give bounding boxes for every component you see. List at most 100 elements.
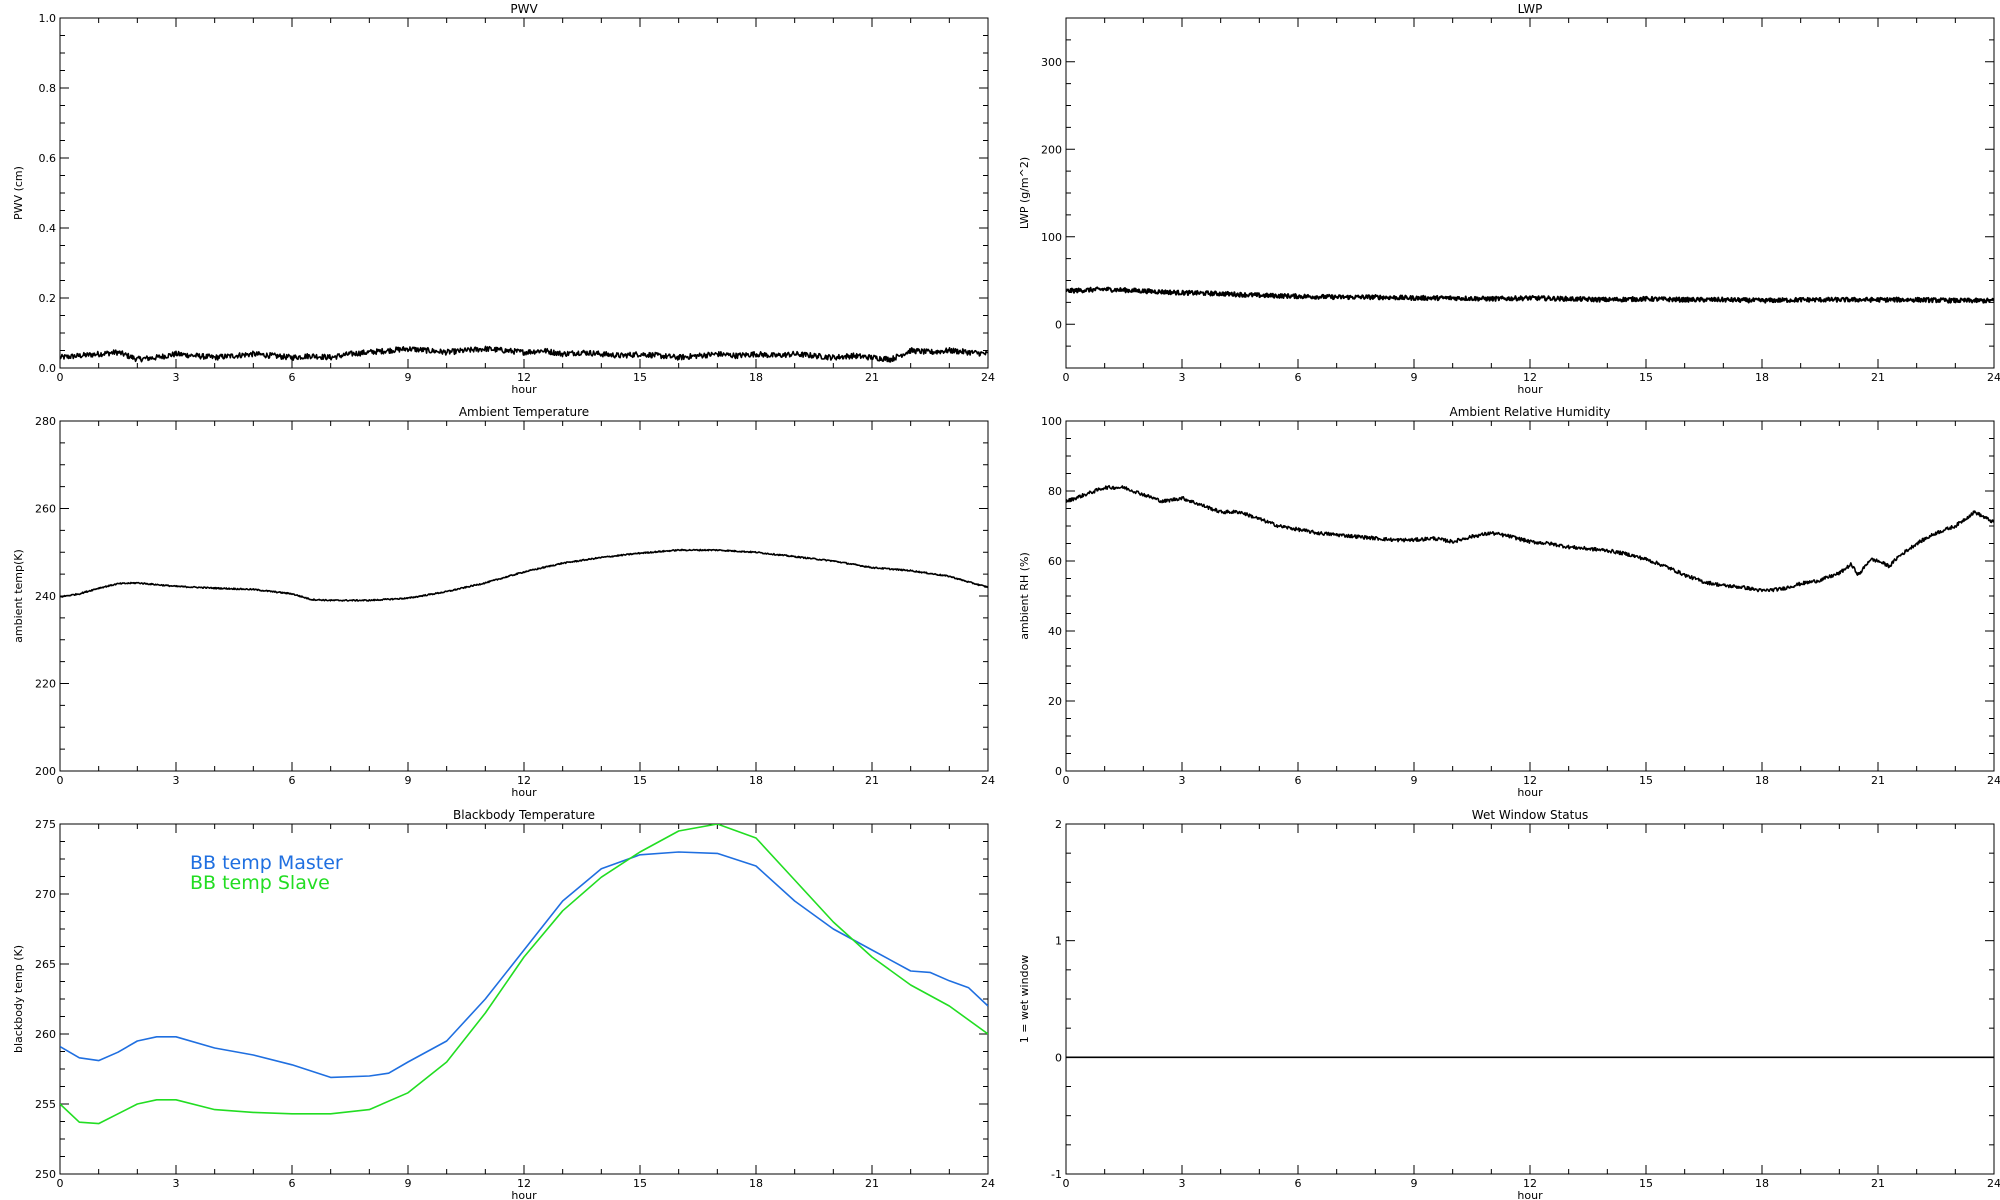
x-tick-label: 0 (1063, 1177, 1070, 1190)
x-tick-label: 12 (1523, 371, 1537, 384)
y-tick-label: 2 (1055, 818, 1062, 831)
x-tick-label: 9 (405, 1177, 412, 1190)
x-axis-label: hour (511, 1189, 537, 1200)
series-line (60, 345, 988, 363)
x-tick-label: 9 (405, 774, 412, 787)
x-tick-label: 3 (173, 371, 180, 384)
x-tick-label: 3 (1179, 1177, 1186, 1190)
y-tick-label: 0 (1055, 1051, 1062, 1064)
plot-frame (59, 420, 989, 772)
y-tick-label: 250 (35, 1168, 56, 1181)
y-tick-label: 20 (1048, 695, 1062, 708)
y-tick-label: 80 (1048, 485, 1062, 498)
x-tick-label: 24 (1987, 371, 2000, 384)
y-tick-label: 0.6 (39, 152, 57, 165)
x-tick-label: 21 (1871, 774, 1885, 787)
chart-panel: PWV 0 3 6 9 12 15 18 21 24 hour 0.0 0.2 0.4 0.6 0.8 1.0 P… (12, 2, 995, 396)
x-axis-label: hour (1517, 786, 1543, 799)
y-tick-label: 240 (35, 590, 56, 603)
y-tick-label: 1 (1055, 935, 1062, 948)
series-line (60, 824, 988, 1125)
chart-panel: Blackbody Temperature 0 3 6 9 12 15 18 21 24 hour 2… (12, 808, 995, 1200)
y-axis-label: 1 = wet window (1018, 955, 1031, 1044)
x-axis-label: hour (1517, 1189, 1543, 1200)
x-tick-label: 9 (1411, 371, 1418, 384)
y-axis-label: blackbody temp (K) (12, 945, 25, 1053)
x-tick-label: 18 (749, 371, 763, 384)
x-tick-label: 18 (749, 774, 763, 787)
x-axis-label: hour (511, 786, 537, 799)
y-tick-label: 280 (35, 415, 56, 428)
chart-title: Blackbody Temperature (453, 808, 595, 822)
y-tick-label: 260 (35, 1028, 56, 1041)
x-tick-label: 6 (289, 371, 296, 384)
y-tick-label: 100 (1041, 415, 1062, 428)
x-tick-label: 21 (865, 371, 879, 384)
x-tick-label: 3 (1179, 371, 1186, 384)
chart-panel: LWP 0 3 6 9 12 15 18 21 24 hour 0 100 200 300 LWP (g/m^… (1018, 2, 2000, 396)
x-tick-label: 3 (1179, 774, 1186, 787)
y-axis-label: ambient RH (%) (1018, 552, 1031, 640)
x-axis-label: hour (1517, 383, 1543, 396)
x-axis-label: hour (511, 383, 537, 396)
x-tick-label: 21 (1871, 371, 1885, 384)
plot-frame (1065, 420, 1995, 772)
x-tick-label: 6 (1295, 371, 1302, 384)
y-tick-label: 265 (35, 958, 56, 971)
y-tick-label: 255 (35, 1098, 56, 1111)
x-tick-label: 24 (1987, 774, 2000, 787)
plot-frame (1065, 823, 1995, 1175)
y-tick-label: 0.8 (39, 82, 57, 95)
plot-frame (59, 17, 989, 369)
y-tick-label: 300 (1041, 56, 1062, 69)
y-tick-label: 220 (35, 678, 56, 691)
x-tick-label: 0 (1063, 774, 1070, 787)
y-tick-label: 0.4 (39, 222, 57, 235)
chart-title: Wet Window Status (1472, 808, 1588, 822)
plot-frame (1065, 17, 1995, 369)
x-tick-label: 24 (981, 371, 995, 384)
y-tick-label: -1 (1051, 1168, 1062, 1181)
x-tick-label: 15 (1639, 371, 1653, 384)
y-tick-label: 0.2 (39, 292, 57, 305)
x-tick-label: 6 (289, 774, 296, 787)
x-tick-label: 9 (1411, 1177, 1418, 1190)
chart-panel: Ambient Relative Humidity 0 3 6 9 12 15 18 21 24 h… (1018, 405, 2000, 799)
x-tick-label: 0 (57, 371, 64, 384)
x-tick-label: 0 (57, 1177, 64, 1190)
series-line (1066, 484, 1994, 593)
x-tick-label: 18 (1755, 774, 1769, 787)
y-tick-label: 270 (35, 888, 56, 901)
x-tick-label: 3 (173, 774, 180, 787)
x-tick-label: 15 (633, 1177, 647, 1190)
x-tick-label: 15 (633, 371, 647, 384)
x-tick-label: 24 (981, 774, 995, 787)
legend-entry: BB temp Slave (190, 872, 330, 894)
y-tick-label: 260 (35, 503, 56, 516)
x-tick-label: 3 (173, 1177, 180, 1190)
chart-title: PWV (510, 2, 538, 16)
x-tick-label: 12 (1523, 1177, 1537, 1190)
y-axis-label: LWP (g/m^2) (1018, 157, 1031, 229)
x-tick-label: 21 (1871, 1177, 1885, 1190)
x-tick-label: 0 (1063, 371, 1070, 384)
y-tick-label: 0.0 (39, 362, 57, 375)
x-tick-label: 0 (57, 774, 64, 787)
x-tick-label: 9 (405, 371, 412, 384)
y-tick-label: 100 (1041, 231, 1062, 244)
series-line (1066, 286, 1994, 304)
x-tick-label: 21 (865, 1177, 879, 1190)
series-line (60, 851, 988, 1079)
y-tick-label: 200 (35, 765, 56, 778)
x-tick-label: 6 (289, 1177, 296, 1190)
x-tick-label: 12 (517, 1177, 531, 1190)
x-tick-label: 15 (1639, 1177, 1653, 1190)
y-tick-label: 275 (35, 818, 56, 831)
x-tick-label: 24 (1987, 1177, 2000, 1190)
chart-title: Ambient Temperature (459, 405, 589, 419)
legend-entry: BB temp Master (190, 852, 343, 874)
x-tick-label: 18 (749, 1177, 763, 1190)
y-tick-label: 0 (1055, 318, 1062, 331)
chart-title: LWP (1518, 2, 1543, 16)
